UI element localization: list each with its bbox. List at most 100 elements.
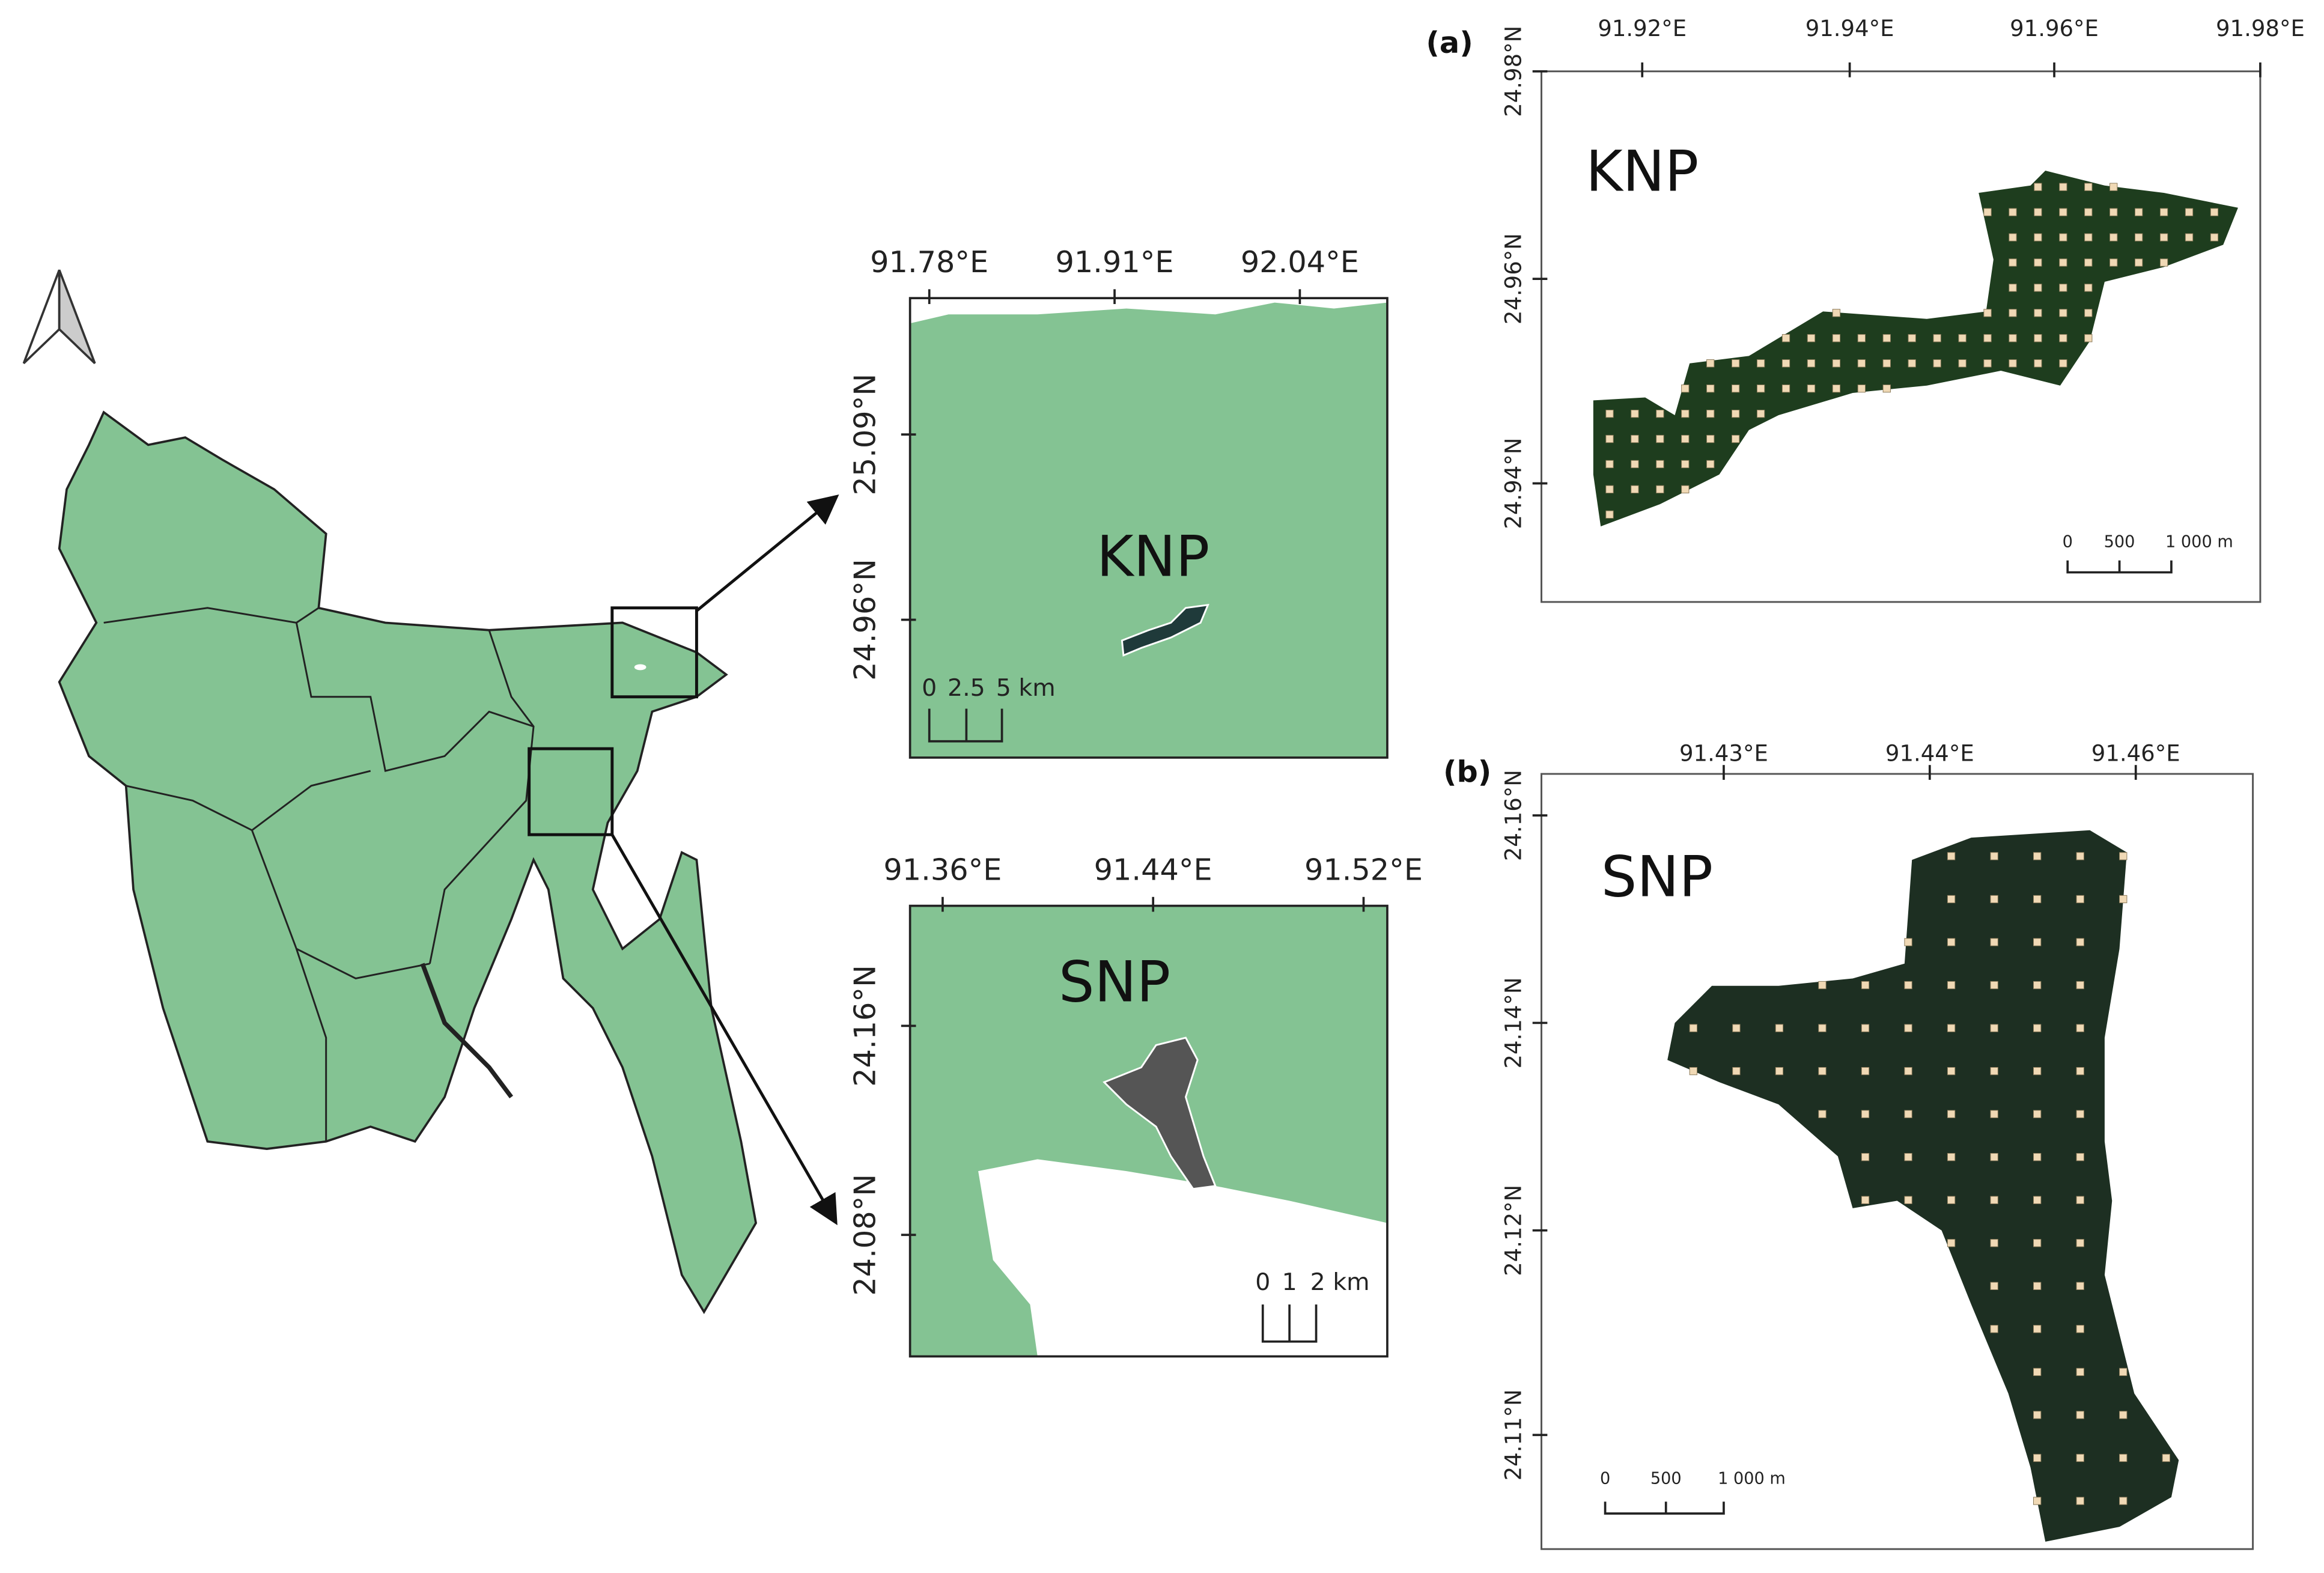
inset-map-land	[910, 298, 1387, 758]
sample-plot	[2134, 258, 2143, 267]
sample-plot	[1882, 334, 1891, 342]
sample-plot	[1983, 334, 1992, 342]
sample-plot	[2033, 1453, 2042, 1462]
panel-tag: (a)	[1426, 25, 1473, 60]
park-label: SNP	[1601, 845, 1713, 910]
scale-label: 1	[1282, 1268, 1297, 1296]
sample-plot	[1775, 1066, 1784, 1076]
sample-plot	[2059, 233, 2067, 242]
sample-plot	[2119, 1368, 2128, 1377]
sample-plot	[2076, 1066, 2084, 1076]
sample-plot	[2009, 258, 2017, 267]
sample-plot	[1681, 485, 1690, 494]
sample-plot	[1882, 384, 1891, 393]
sample-plot	[2210, 233, 2219, 242]
scale-label: 2 km	[1310, 1268, 1370, 1296]
sample-plot	[2034, 359, 2042, 368]
y-tick-label: 24.16°N	[1501, 770, 1527, 861]
sample-plot	[1631, 460, 1639, 469]
sample-plot	[2009, 334, 2017, 342]
locator-box-snp	[528, 747, 614, 836]
sample-plot	[2119, 1497, 2128, 1505]
sample-plot	[1605, 434, 1614, 443]
sample-plot	[2134, 233, 2143, 242]
sample-plot	[2084, 334, 2093, 342]
x-tick-label: 91.44°E	[1094, 852, 1212, 887]
sample-plot	[1681, 460, 1690, 469]
panel-tag: (b)	[1443, 755, 1491, 790]
arrow	[695, 494, 839, 612]
park-label: KNP	[1097, 525, 1209, 590]
sample-plot	[1908, 334, 1916, 342]
sample-plot	[1947, 1153, 1956, 1161]
sample-plot	[1861, 1153, 1870, 1161]
sample-plot	[1990, 1153, 1998, 1161]
sample-plot	[2034, 183, 2042, 191]
scale-label: 2.5	[948, 674, 985, 702]
x-tick-label: 91.98°E	[2216, 16, 2305, 41]
sample-plot	[2033, 981, 2042, 990]
river	[420, 963, 514, 1099]
sample-plot	[1807, 334, 1816, 342]
sample-plot	[1947, 1239, 1956, 1247]
sample-plot	[2033, 1066, 2042, 1076]
sample-plot	[1818, 1066, 1827, 1076]
sample-plot	[2059, 208, 2067, 216]
inset-frame	[908, 297, 1389, 759]
sample-plot	[1605, 460, 1614, 469]
sample-plot	[2159, 258, 2168, 267]
sample-plot	[2076, 1110, 2084, 1118]
x-tick-label: 92.04°E	[1241, 245, 1359, 279]
sample-plot	[1732, 409, 1740, 418]
sample-plot	[1947, 1066, 1956, 1076]
y-tick-label: 24.14°N	[1501, 977, 1527, 1068]
sample-plot	[2033, 1153, 2042, 1161]
sample-plot	[1947, 895, 1956, 904]
sample-plot	[1781, 384, 1790, 393]
sample-plot	[2033, 1325, 2042, 1333]
sample-plot	[2009, 208, 2017, 216]
sample-plot	[2034, 334, 2042, 342]
sample-plot	[2110, 258, 2118, 267]
sample-plot	[2076, 1453, 2084, 1462]
sample-plot	[1947, 1110, 1956, 1118]
sample-plot	[1756, 409, 1765, 418]
y-tick-label: 24.98°N	[1501, 26, 1527, 117]
sample-plot	[1706, 460, 1715, 469]
sample-plot	[1832, 384, 1841, 393]
sample-plot	[2033, 1196, 2042, 1204]
scale-label: 5 km	[996, 674, 1056, 702]
sample-plot	[2076, 1497, 2084, 1505]
y-tick-label: 24.96°N	[848, 559, 883, 681]
sample-plot	[2059, 183, 2067, 191]
sample-plot	[1904, 938, 1912, 946]
knp-locator	[634, 664, 646, 671]
sample-plot	[1861, 981, 1870, 990]
sample-plot	[1990, 1239, 1998, 1247]
sample-plot	[1656, 434, 1664, 443]
sample-plot	[1631, 409, 1639, 418]
sample-plot	[2119, 1453, 2128, 1462]
sample-plot	[2033, 938, 2042, 946]
park-outline	[1103, 1036, 1217, 1190]
sample-plot	[2033, 1110, 2042, 1118]
sample-plot	[2076, 1368, 2084, 1377]
x-tick-label: 91.92°E	[1598, 16, 1687, 41]
sample-plot	[1983, 309, 1992, 317]
sample-plot	[1706, 434, 1715, 443]
sample-plot	[2162, 1453, 2170, 1462]
sample-plot	[1706, 359, 1715, 368]
sample-plot	[2110, 233, 2118, 242]
y-tick-label: 24.94°N	[1501, 437, 1527, 529]
sample-plot	[2185, 208, 2194, 216]
sample-plot	[1861, 1196, 1870, 1204]
scale-label: 500	[1650, 1470, 1682, 1488]
x-tick-label: 91.52°E	[1304, 852, 1423, 887]
sample-plot	[2110, 208, 2118, 216]
inset-map-water	[978, 1159, 1387, 1357]
sample-plot	[1775, 1024, 1784, 1032]
sample-plot	[2033, 1411, 2042, 1419]
park-outline	[1121, 604, 1209, 657]
sample-plot	[1631, 434, 1639, 443]
sample-plot	[2059, 258, 2067, 267]
